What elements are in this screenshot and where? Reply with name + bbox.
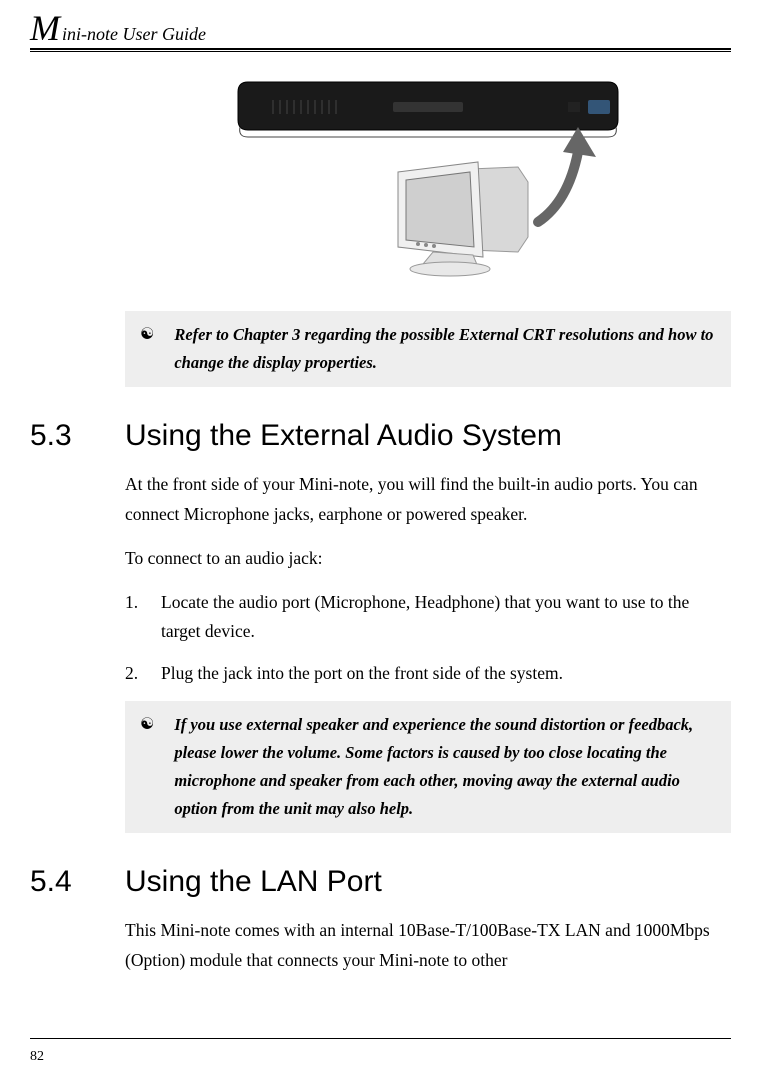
section-5-3-row: 5.3 Using the External Audio System <box>30 412 731 455</box>
section-5-4-row: 5.4 Using the LAN Port <box>30 858 731 901</box>
para-audio-connect: To connect to an audio jack: <box>125 544 731 574</box>
section-title-lan: Using the LAN Port <box>125 858 382 901</box>
note-text-2: If you use external speaker and experien… <box>174 711 716 823</box>
document-page: M ini-note User Guide <box>0 0 761 1079</box>
section-number-5-4: 5.4 <box>30 858 125 901</box>
footer-rule <box>30 1038 731 1039</box>
section-5-4-content: This Mini-note comes with an internal 10… <box>30 916 731 976</box>
content-indent: ☯ Refer to Chapter 3 regarding the possi… <box>30 72 731 387</box>
figure-svg <box>218 72 638 282</box>
para-lan-intro: This Mini-note comes with an internal 10… <box>125 916 731 976</box>
header-capital: M <box>30 10 60 46</box>
step-1-text: Locate the audio port (Microphone, Headp… <box>161 588 731 648</box>
step-2-text: Plug the jack into the port on the front… <box>161 659 563 689</box>
section-5-3-content: At the front side of your Mini-note, you… <box>30 470 731 833</box>
header-title: ini-note User Guide <box>62 24 206 45</box>
section-title-audio: Using the External Audio System <box>125 412 562 455</box>
note-text-1: Refer to Chapter 3 regarding the possibl… <box>174 321 716 377</box>
page-number: 82 <box>30 1049 44 1065</box>
arrow-shape <box>538 127 596 222</box>
note-icon: ☯ <box>140 711 154 823</box>
para-audio-intro: At the front side of your Mini-note, you… <box>125 470 731 530</box>
step-1-num: 1. <box>125 588 161 648</box>
laptop-shape <box>238 82 618 137</box>
section-number-5-3: 5.3 <box>30 412 125 455</box>
step-1: 1. Locate the audio port (Microphone, He… <box>125 588 731 648</box>
page-header: M ini-note User Guide <box>30 10 731 46</box>
note-icon: ☯ <box>140 321 154 377</box>
note-box-2: ☯ If you use external speaker and experi… <box>125 701 731 833</box>
crt-monitor-shape <box>398 162 528 276</box>
laptop-crt-figure <box>125 72 731 291</box>
step-2: 2. Plug the jack into the port on the fr… <box>125 659 731 689</box>
header-rule <box>30 48 731 52</box>
note-box-1: ☯ Refer to Chapter 3 regarding the possi… <box>125 311 731 387</box>
step-2-num: 2. <box>125 659 161 689</box>
